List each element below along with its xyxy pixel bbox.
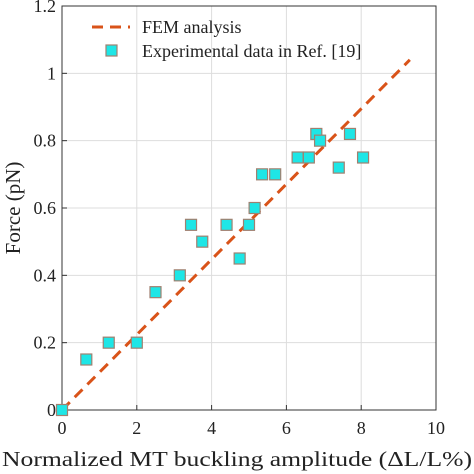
experimental-point: [220, 218, 233, 231]
y-tick-label: 1.2: [34, 0, 57, 16]
experimental-point: [255, 168, 269, 181]
experimental-point: [55, 403, 69, 417]
legend-experimental-label: Experimental data in Ref. [19]: [142, 41, 361, 61]
experimental-point: [242, 218, 256, 231]
y-tick-label: 0.6: [34, 198, 57, 218]
x-axis-title: Normalized MT buckling amplitude (ΔL/L%): [2, 447, 472, 471]
y-tick-label: 0.2: [34, 333, 57, 353]
x-tick-label: 6: [282, 418, 291, 438]
experimental-point: [332, 161, 345, 174]
y-tick-label: 0.4: [34, 265, 57, 285]
experimental-point: [130, 336, 143, 349]
y-tick-label: 0: [47, 400, 56, 420]
experimental-point: [102, 336, 115, 349]
legend-experimental-swatch: [105, 44, 118, 57]
experimental-point: [149, 286, 162, 299]
experimental-point: [356, 151, 370, 164]
experimental-point: [302, 151, 315, 164]
experimental-point: [291, 151, 304, 164]
x-tick-label: 4: [207, 418, 216, 438]
grid: [62, 6, 436, 410]
experimental-point: [248, 201, 261, 215]
experimental-point: [233, 252, 246, 265]
experimental-point: [184, 218, 198, 231]
y-axis-title: Force (pN): [1, 162, 25, 255]
fem-analysis-line: [60, 58, 411, 412]
experimental-point: [196, 235, 209, 248]
experimental-point: [80, 353, 93, 366]
x-tick-label: 0: [58, 418, 67, 438]
legend: FEM analysis Experimental data in Ref. […: [92, 17, 361, 61]
x-tick-label: 8: [357, 418, 366, 438]
legend-fem-label: FEM analysis: [142, 17, 242, 37]
experimental-point: [173, 269, 186, 282]
experimental-point: [313, 134, 327, 147]
x-tick-label: 2: [132, 418, 141, 438]
experimental-point: [269, 168, 282, 181]
y-axis: 0 0.2 0.4 0.6 0.8 1 1.2: [34, 0, 67, 420]
x-tick-label: 10: [427, 418, 445, 438]
experimental-point: [343, 127, 357, 141]
y-tick-label: 0.8: [34, 131, 57, 151]
series-layer: [55, 58, 411, 417]
y-tick-label: 1: [47, 63, 56, 83]
